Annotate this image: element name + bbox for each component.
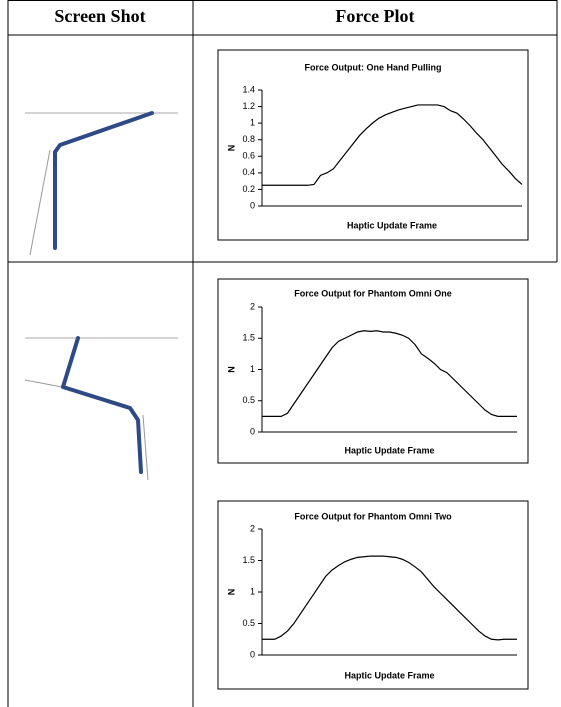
chart-title: Force Output: One Hand Pulling [305,62,442,72]
y-tick-label: 0 [250,426,255,436]
chart-frame [217,278,529,464]
y-tick-label: 0.8 [242,134,255,144]
y-tick-label: 0.5 [242,395,255,405]
chart-frame [217,500,529,690]
header-cell: Screen Shot [54,6,145,26]
y-tick-label: 1.2 [242,101,255,111]
y-tick-label: 1 [250,364,255,374]
x-axis-label: Haptic Update Frame [344,445,434,455]
screenshot-figure [24,336,178,481]
y-axis-label: N [226,366,236,373]
y-tick-label: 1.4 [242,84,255,94]
y-tick-label: 2 [250,523,255,533]
y-axis-label: N [226,145,236,152]
table-grid [7,0,558,707]
force-line [262,555,517,641]
y-tick-label: 0.2 [242,184,255,194]
y-tick-label: 1.5 [242,555,255,565]
header-cell: Force Plot [335,6,414,26]
y-tick-label: 1 [250,118,255,128]
x-axis-label: Haptic Update Frame [347,220,437,230]
y-tick-label: 0 [250,200,255,210]
force-line [262,104,523,186]
y-axis-label: N [226,589,236,596]
y-tick-label: 0.5 [242,618,255,628]
y-tick-label: 1 [250,586,255,596]
force-line [262,330,517,417]
y-tick-label: 2 [250,301,255,311]
y-tick-label: 1.5 [242,333,255,343]
x-axis-label: Haptic Update Frame [344,670,434,680]
chart-title: Force Output for Phantom Omni Two [294,511,452,521]
chart-title: Force Output for Phantom Omni One [294,288,452,298]
y-tick-label: 0.4 [242,167,255,177]
screenshot-figure [25,111,178,256]
y-tick-label: 0 [250,649,255,659]
y-tick-label: 0.6 [242,151,255,161]
chart-frame [217,49,529,241]
